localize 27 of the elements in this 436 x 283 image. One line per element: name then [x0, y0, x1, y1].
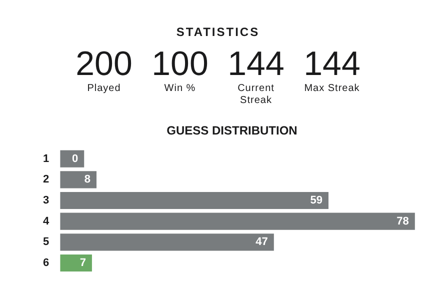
text: STATISTICS [175, 25, 261, 39]
bar [60, 234, 274, 251]
y-tick-label: 4 [42, 215, 50, 228]
y-tick-label: 2 [42, 174, 50, 186]
text: Played [86, 83, 122, 95]
data-label: 0 [72, 152, 78, 165]
bar [60, 212, 415, 230]
y-tick-label: 3 [42, 194, 50, 207]
text: Max Streak [303, 83, 361, 95]
bar [60, 171, 97, 188]
text: 144 [226, 45, 286, 83]
bar [60, 254, 92, 272]
chart-title: GUESS DISTRIBUTION [166, 124, 298, 138]
y-tick-label: 1 [42, 152, 50, 165]
data-label: 47 [256, 236, 268, 248]
text: 144 [302, 45, 362, 83]
data-label: 8 [84, 174, 91, 186]
text: 100 [150, 45, 210, 83]
data-label: 78 [396, 215, 409, 228]
text: Win % [163, 83, 197, 95]
y-tick-label: 6 [42, 257, 50, 270]
data-label: 59 [310, 194, 322, 207]
data-label: 7 [80, 257, 86, 270]
y-tick-label: 5 [42, 236, 50, 248]
bar [60, 192, 328, 210]
text: Current Streak [236, 83, 276, 107]
text: 200 [74, 45, 134, 83]
